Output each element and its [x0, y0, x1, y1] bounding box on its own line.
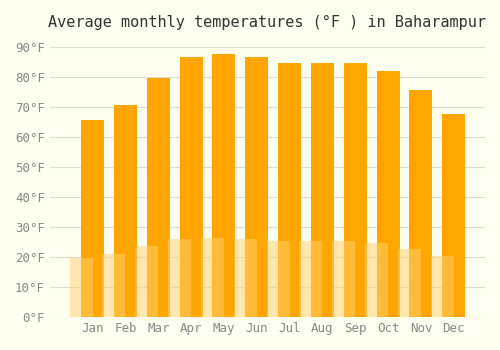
Title: Average monthly temperatures (°F ) in Baharampur: Average monthly temperatures (°F ) in Ba…: [48, 15, 486, 30]
Bar: [180, 57, 203, 317]
Bar: [300, 241, 322, 317]
Bar: [114, 105, 137, 317]
Bar: [70, 258, 92, 317]
Bar: [376, 71, 400, 317]
Bar: [332, 241, 355, 317]
Bar: [168, 239, 191, 317]
Bar: [431, 256, 454, 317]
Bar: [147, 78, 170, 317]
Bar: [136, 246, 158, 317]
Bar: [365, 243, 388, 317]
Bar: [398, 249, 421, 317]
Bar: [201, 238, 224, 317]
Bar: [212, 54, 236, 317]
Bar: [278, 63, 301, 317]
Bar: [81, 120, 104, 317]
Bar: [442, 114, 465, 317]
Bar: [344, 63, 366, 317]
Bar: [234, 239, 257, 317]
Bar: [410, 90, 432, 317]
Bar: [266, 241, 289, 317]
Bar: [102, 254, 126, 317]
Bar: [246, 57, 268, 317]
Bar: [311, 63, 334, 317]
